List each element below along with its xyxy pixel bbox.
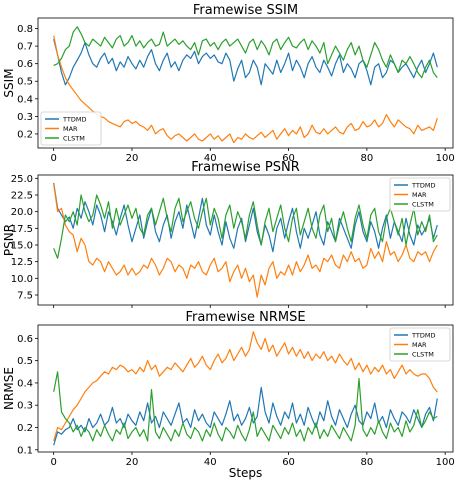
series-line-ttdmd [53, 38, 438, 86]
legend-label: TTDMD [411, 332, 435, 340]
y-tick-label: 10.0 [11, 274, 33, 285]
y-tick-label: 0.2 [17, 423, 33, 434]
y-axis-label: SSIM [2, 68, 16, 97]
x-axis-label: Steps [229, 466, 263, 480]
y-tick-label: 20.0 [11, 207, 33, 218]
plot-frame [37, 17, 454, 149]
plot-frame [37, 174, 454, 306]
x-tick-label: 20 [126, 457, 139, 468]
x-tick-label: 100 [436, 457, 455, 468]
y-tick-label: 0.3 [17, 112, 33, 123]
x-tick-label: 0 [50, 457, 56, 468]
x-tick-label: 60 [282, 457, 295, 468]
legend-label: CLSTM [63, 135, 85, 143]
series-line-clstm [53, 194, 438, 259]
series-line-mar [53, 331, 438, 442]
series-line-ttdmd [53, 182, 438, 253]
y-tick-label: 0.8 [17, 24, 33, 35]
y-tick-label: 22.5 [11, 191, 33, 202]
x-tick-label: 0 [50, 153, 56, 164]
plot-frame [37, 324, 454, 453]
legend-label: CLSTM [412, 201, 434, 209]
x-tick-label: 80 [361, 457, 374, 468]
series-line-mar [53, 183, 438, 298]
y-tick-label: 0.5 [17, 356, 33, 367]
series-line-clstm [53, 371, 438, 442]
legend-box [40, 111, 102, 146]
legend-label: MAR [412, 191, 427, 199]
series-line-mar [53, 35, 438, 144]
x-tick-label: 20 [126, 153, 139, 164]
y-tick-label: 0.3 [17, 401, 33, 412]
y-tick-label: 0.1 [17, 445, 33, 456]
y-axis-label: NRMSE [2, 367, 16, 410]
y-tick-label: 25.0 [11, 174, 33, 185]
y-tick-label: 0.6 [17, 334, 33, 345]
y-tick-label: 0.4 [17, 94, 33, 105]
legend-label: MAR [412, 341, 427, 349]
x-tick-label: 40 [204, 153, 217, 164]
legend-label: TTDMD [411, 182, 435, 190]
x-tick-label: 100 [436, 153, 455, 164]
x-tick-label: 40 [204, 457, 217, 468]
legend-box [389, 327, 451, 362]
series-line-ttdmd [53, 386, 438, 446]
chart-panel-1: Framewise SSIM SSIM 0.2 0.3 0.4 0.5 0.6 0.7 0.8 0… [2, 3, 455, 164]
y-tick-label: 0.6 [17, 59, 33, 70]
y-tick-label: 0.2 [17, 129, 33, 140]
legend-label: TTDMD [62, 116, 86, 124]
chart-panel-3: Framewise NRMSE NRMSE 0.1 0.2 0.3 0.4 0.5 0.6 0 2… [2, 310, 455, 480]
legend-box [389, 177, 451, 212]
y-tick-label: 12.5 [11, 257, 33, 268]
x-tick-label: 80 [361, 153, 374, 164]
chart-title: Framewise SSIM [193, 3, 298, 18]
chart-panel-2: Framewise PSNR PSNR 7.5 10.0 12.5 15.0 17.5 20.… [2, 160, 454, 308]
y-tick-label: 0.7 [17, 42, 33, 53]
y-tick-label: 15.0 [11, 241, 33, 252]
legend-label: MAR [63, 125, 78, 133]
legend-label: CLSTM [412, 351, 434, 359]
x-tick-label: 60 [282, 153, 295, 164]
y-axis-label: PSNR [2, 224, 16, 256]
y-tick-label: 7.5 [17, 291, 33, 302]
y-tick-label: 0.5 [17, 77, 33, 88]
series-line-clstm [53, 26, 438, 79]
y-tick-label: 0.4 [17, 378, 33, 389]
chart-title: Framewise PSNR [191, 160, 300, 175]
y-tick-label: 17.5 [11, 224, 33, 235]
chart-title: Framewise NRMSE [185, 310, 305, 325]
